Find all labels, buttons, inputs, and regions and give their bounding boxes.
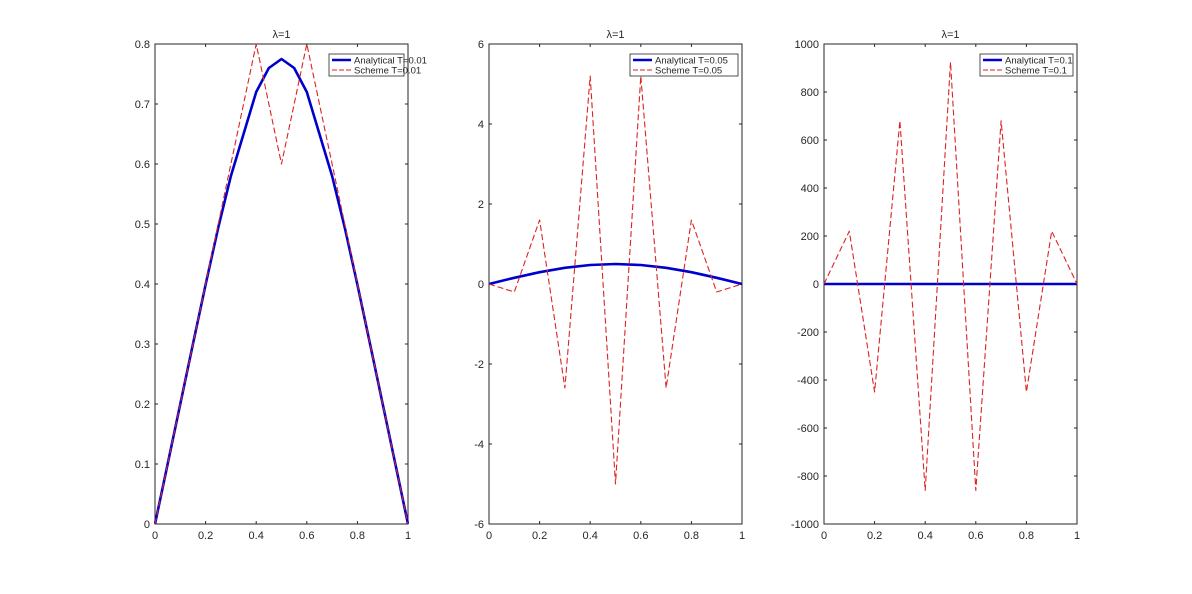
x-tick-label: 0.2 (198, 530, 213, 542)
y-tick-label: 0.5 (135, 219, 150, 231)
x-tick-label: 1 (739, 530, 745, 542)
y-tick-label: 0.3 (135, 339, 150, 351)
y-tick-label: 0.7 (135, 99, 150, 111)
y-tick-label: 0 (478, 279, 484, 291)
x-tick-label: 0.2 (532, 530, 547, 542)
axes-box (488, 43, 743, 525)
y-tick-label: -600 (797, 423, 819, 435)
legend-entry: Analytical T=0.1 (1005, 56, 1073, 67)
y-tick-label: 800 (801, 87, 819, 99)
y-tick-label: 0.4 (135, 279, 150, 291)
x-tick-label: 0.6 (968, 530, 983, 542)
series-line-scheme (823, 61, 1078, 491)
x-tick-label: 0.8 (350, 530, 365, 542)
y-tick-label: -400 (797, 375, 819, 387)
y-tick-label: 200 (801, 231, 819, 243)
axes-box (154, 43, 409, 525)
legend-entry: Analytical T=0.05 (655, 56, 728, 67)
x-tick-label: 0.8 (1019, 530, 1034, 542)
y-tick-label: 0 (144, 519, 150, 531)
x-tick-label: 0 (486, 530, 492, 542)
y-tick-label: 400 (801, 183, 819, 195)
y-tick-label: 6 (478, 39, 484, 51)
x-tick-label: 0.6 (633, 530, 648, 542)
panel-1: λ=1 0 0.2 0.4 0.6 0.8 1 0 0.1 0.2 0.3 0.4 0.5 0.6 0.7 0… (135, 29, 427, 542)
legend-entry: Scheme T=0.01 (354, 66, 421, 77)
y-tick-label: 0.2 (135, 399, 150, 411)
series-line-scheme (154, 43, 409, 525)
legend-entry: Analytical T=0.01 (354, 56, 427, 67)
x-tick-label: 1 (1074, 530, 1080, 542)
y-tick-label: 0.8 (135, 39, 150, 51)
panel-3: λ=1 0 0.2 0.4 0.6 0.8 1 -1000 -800 -600 -400 -200 0 2… (791, 29, 1080, 542)
y-tick-label: -4 (474, 439, 484, 451)
y-tick-label: -200 (797, 327, 819, 339)
x-tick-label: 0.4 (918, 530, 933, 542)
legend-box (629, 53, 739, 77)
y-tick-label: -1000 (791, 519, 819, 531)
legend-entry: Scheme T=0.05 (655, 66, 722, 77)
y-tick-label: 600 (801, 135, 819, 147)
y-tick-label: 0.1 (135, 459, 150, 471)
legend-box (979, 53, 1074, 77)
x-tick-label: 0 (152, 530, 158, 542)
panel-title: λ=1 (606, 29, 624, 41)
panel-title: λ=1 (272, 29, 290, 41)
series-line-analytical (154, 57, 409, 525)
y-tick-label: 0.6 (135, 159, 150, 171)
x-tick-label: 1 (405, 530, 411, 542)
y-tick-label: 4 (478, 119, 484, 131)
y-tick-label: -2 (474, 359, 484, 371)
legend-entry: Scheme T=0.1 (1005, 66, 1067, 77)
y-tick-label: 0 (813, 279, 819, 291)
panel-2: λ=1 0 0.2 0.4 0.6 0.8 1 -6 -4 -2 0 2 4 6 Analytical T=… (474, 29, 745, 542)
y-tick-label: -6 (474, 519, 484, 531)
x-tick-label: 0.4 (249, 530, 264, 542)
series-line-scheme (488, 75, 743, 485)
x-tick-label: 0.6 (299, 530, 314, 542)
x-tick-label: 0.2 (867, 530, 882, 542)
y-tick-label: 1000 (795, 39, 819, 51)
y-tick-label: -800 (797, 471, 819, 483)
x-tick-label: 0.4 (583, 530, 598, 542)
x-tick-label: 0 (821, 530, 827, 542)
panel-title: λ=1 (941, 29, 959, 41)
y-tick-label: 2 (478, 199, 484, 211)
x-tick-label: 0.8 (684, 530, 699, 542)
series-line-analytical (488, 262, 743, 286)
